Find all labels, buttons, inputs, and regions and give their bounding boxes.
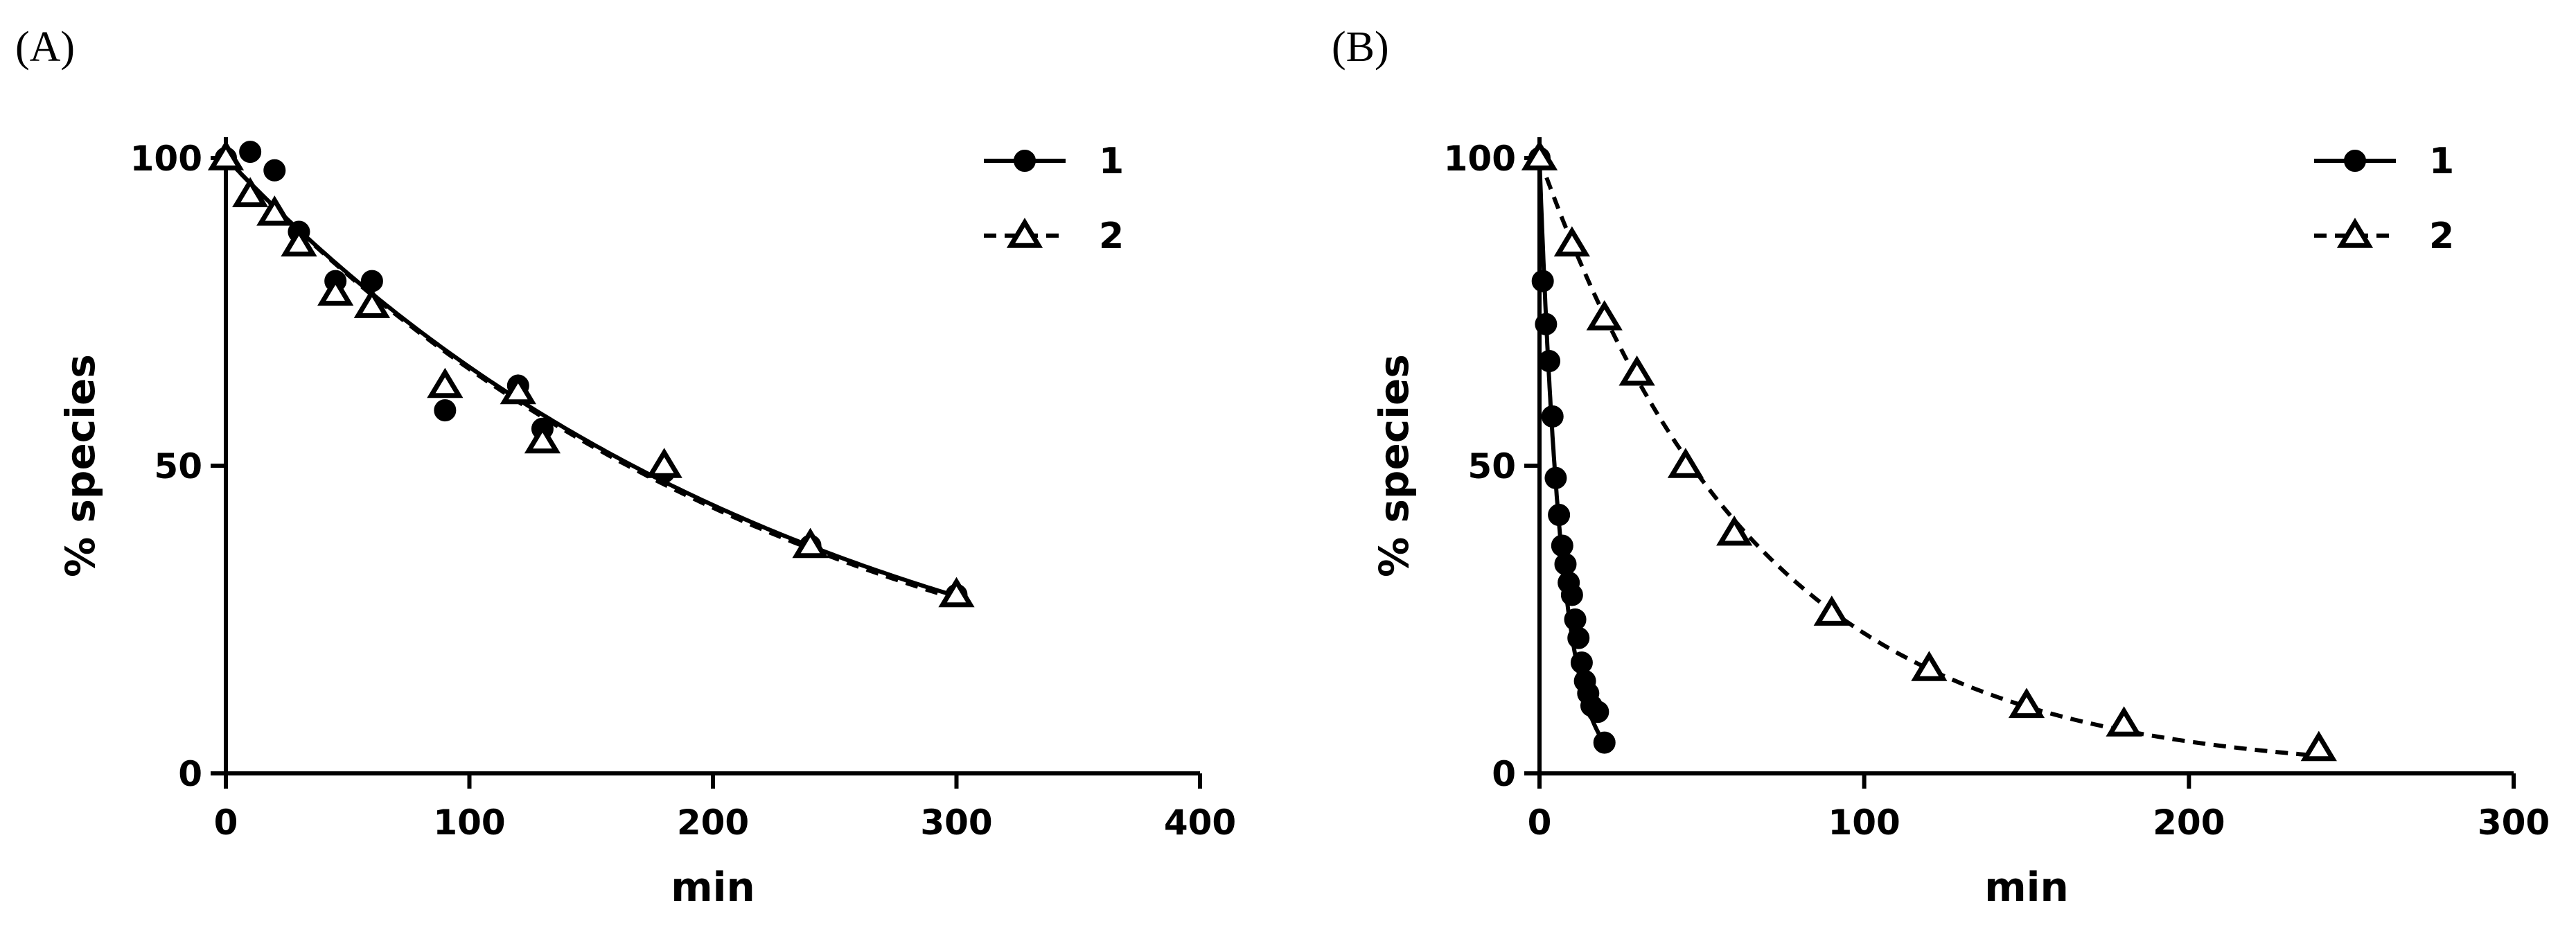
series-1-point [1551, 534, 1573, 557]
chart-panel-a: (A) 0 100 200 300 400 0 50 100 min % species 1 2 [15, 24, 1236, 911]
series-2-point [317, 275, 354, 306]
series-1-point [1548, 504, 1571, 527]
y-tick-label: 50 [1467, 446, 1516, 486]
series-2-point [1667, 448, 1704, 478]
x-tick-label: 300 [2478, 802, 2550, 843]
x-tick-label: 0 [1528, 802, 1552, 843]
series-2-point [256, 195, 293, 226]
series-1-point [1544, 466, 1567, 489]
series-1-point [1593, 731, 1616, 754]
panel-label: (B) [1332, 24, 1389, 71]
x-tick-label: 100 [433, 802, 505, 843]
x-tick-label: 0 [214, 802, 238, 843]
series-2-point [2106, 706, 2142, 737]
series-2-point [1813, 595, 1850, 626]
series-1-point [1535, 313, 1558, 335]
series-1-fit-line [224, 156, 958, 599]
series-1-point [1541, 405, 1564, 428]
x-tick-label: 200 [677, 802, 749, 843]
legend-label: 2 [2429, 216, 2454, 257]
legend-marker [2336, 218, 2374, 248]
legend-marker [2344, 150, 2366, 172]
series-2-point [281, 226, 317, 257]
y-tick-label: 50 [154, 446, 202, 486]
series-1-point [1538, 350, 1561, 373]
series-2-point [938, 577, 975, 608]
legend-label: 2 [1099, 216, 1124, 257]
series-1-point [239, 141, 262, 164]
y-axis-title: % species [1370, 354, 1418, 577]
series-2-point [2008, 687, 2045, 719]
series-2-point [1553, 226, 1590, 257]
series-1-point [1567, 626, 1590, 649]
series-2-point [1618, 355, 1655, 386]
series-2-point [646, 448, 682, 478]
y-tick-label: 100 [130, 139, 202, 179]
series-2-point [524, 423, 561, 454]
series-2-point [792, 527, 829, 559]
x-axis-title: min [1984, 863, 2069, 911]
series-2-point [2300, 730, 2337, 762]
series-2-point [427, 367, 464, 398]
series-2-point [1586, 300, 1623, 331]
x-tick-label: 100 [1828, 802, 1900, 843]
series-2-point [500, 374, 536, 405]
series-2-point [353, 288, 391, 318]
legend-marker [1006, 218, 1043, 248]
series-1-point [1560, 584, 1583, 606]
series-2-point [207, 140, 245, 170]
chart-panel-b: (B) 0 100 200 300 0 50 100 min % species 1 2 [1332, 24, 2550, 911]
x-tick-label: 300 [920, 802, 992, 843]
x-tick-label: 400 [1164, 802, 1236, 843]
legend-label: 1 [2429, 141, 2454, 182]
series-1-point [1554, 553, 1577, 576]
series-1-point [1564, 608, 1587, 631]
x-axis-title: min [671, 863, 755, 911]
series-2-point [1716, 515, 1753, 546]
legend-marker [1014, 150, 1036, 172]
panel-label: (A) [15, 24, 75, 71]
series-2-fit-line [224, 156, 958, 601]
series-1-point [1570, 651, 1593, 674]
series-1-point [1587, 701, 1609, 723]
y-tick-label: 0 [178, 754, 202, 794]
y-tick-label: 100 [1444, 139, 1516, 179]
series-2-point [1911, 651, 1948, 681]
series-2-point [1521, 140, 1558, 170]
y-axis-title: % species [57, 354, 104, 577]
series-1-point [1531, 270, 1554, 292]
legend-label: 1 [1099, 141, 1124, 182]
series-1-point [434, 399, 457, 422]
series-2-point [232, 177, 269, 208]
series-1-point [263, 159, 286, 182]
x-tick-label: 200 [2153, 802, 2225, 843]
y-tick-label: 0 [1492, 754, 1516, 794]
